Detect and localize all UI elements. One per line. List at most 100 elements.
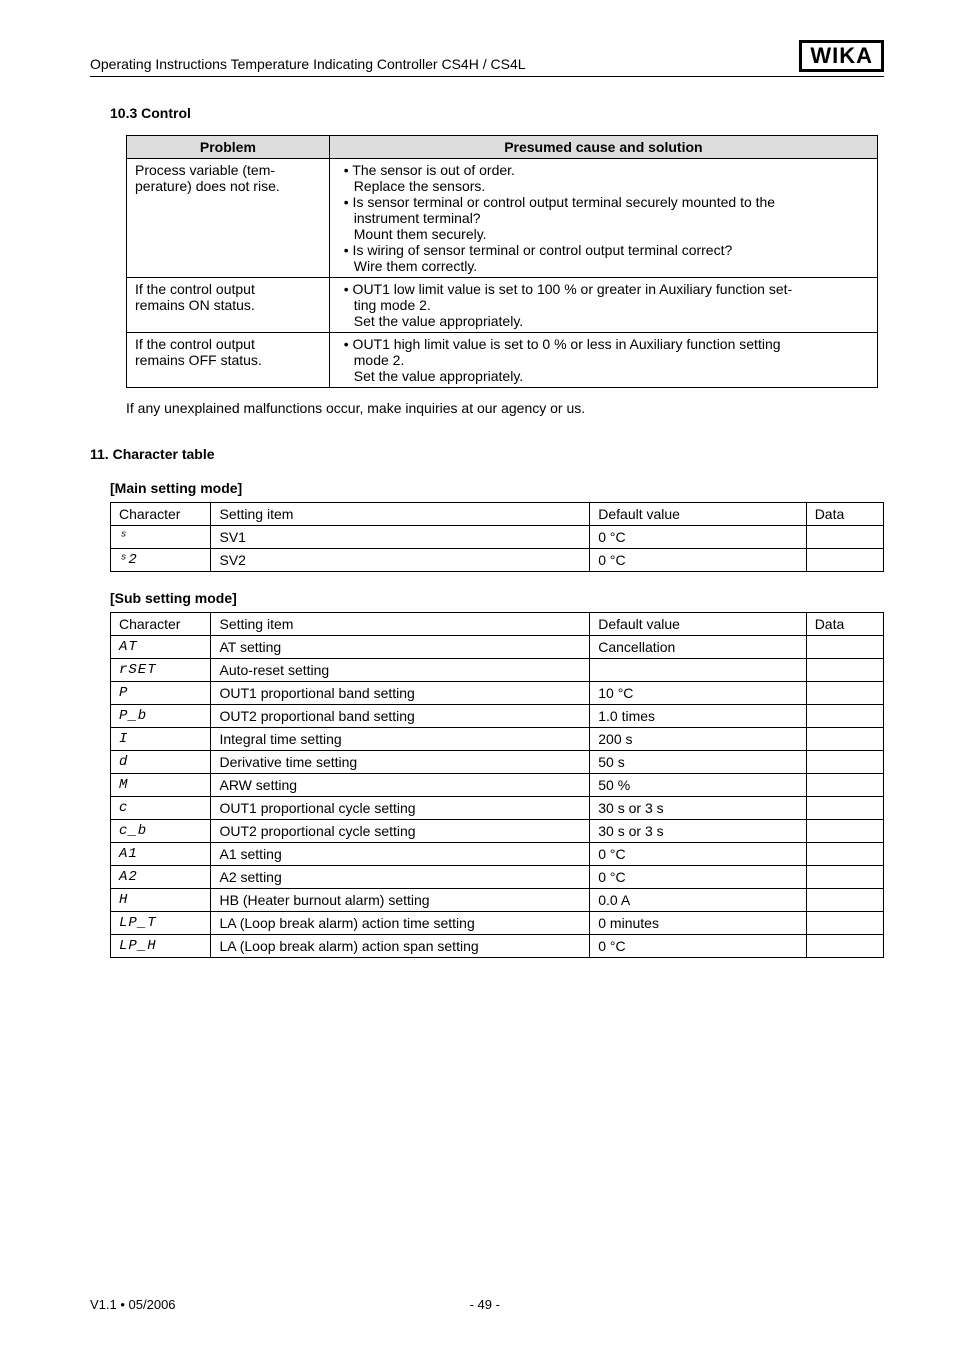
table-row: P_bOUT2 proportional band setting1.0 tim… (111, 705, 884, 728)
table-row: LP_TLA (Loop break alarm) action time se… (111, 912, 884, 935)
cell-setting: LA (Loop break alarm) action time settin… (211, 912, 590, 935)
table-row: HHB (Heater burnout alarm) setting0.0 A (111, 889, 884, 912)
th-data: Data (806, 503, 883, 526)
cell-setting: Derivative time setting (211, 751, 590, 774)
cell-char: AT (111, 636, 211, 659)
table-row: A2A2 setting0 °C (111, 866, 884, 889)
table-row: POUT1 proportional band setting10 °C (111, 682, 884, 705)
cell-data (806, 659, 883, 682)
cell-setting: ARW setting (211, 774, 590, 797)
control-heading: 10.3 Control (110, 105, 884, 121)
cell-data (806, 774, 883, 797)
cell-default: 0 °C (590, 935, 806, 958)
table-header-row: Character Setting item Default value Dat… (111, 613, 884, 636)
table-row: IIntegral time setting200 s (111, 728, 884, 751)
cell-data (806, 682, 883, 705)
table-row: rSETAuto-reset setting (111, 659, 884, 682)
th-setting: Setting item (211, 503, 590, 526)
cell-default: Cancellation (590, 636, 806, 659)
cell-default (590, 659, 806, 682)
header-title: Operating Instructions Temperature Indic… (90, 56, 526, 72)
page-footer: V1.1 • 05/2006 - 49 - (90, 1297, 884, 1312)
cell-default: 0.0 A (590, 889, 806, 912)
control-note: If any unexplained malfunctions occur, m… (126, 400, 878, 416)
cell-setting: Auto-reset setting (211, 659, 590, 682)
page-header: Operating Instructions Temperature Indic… (90, 40, 884, 77)
cell-data (806, 636, 883, 659)
th-default: Default value (590, 613, 806, 636)
cell-setting: LA (Loop break alarm) action span settin… (211, 935, 590, 958)
cell-setting: OUT1 proportional cycle setting (211, 797, 590, 820)
table-row: ATAT settingCancellation (111, 636, 884, 659)
th-cause: Presumed cause and solution (329, 136, 877, 159)
th-character: Character (111, 503, 211, 526)
cell-default: 30 s or 3 s (590, 797, 806, 820)
cell-setting: Integral time setting (211, 728, 590, 751)
cell-problem: Process variable (tem- perature) does no… (127, 159, 330, 278)
cell-data (806, 549, 883, 572)
cell-problem: If the control output remains ON status. (127, 278, 330, 333)
cell-cause: • The sensor is out of order. Replace th… (329, 159, 877, 278)
table-row: ˢ2 SV2 0 °C (111, 549, 884, 572)
footer-version: V1.1 • 05/2006 (90, 1297, 176, 1312)
sub-mode-table: Character Setting item Default value Dat… (110, 612, 884, 958)
footer-page: - 49 - (470, 1297, 500, 1312)
main-mode-table: Character Setting item Default value Dat… (110, 502, 884, 572)
cell-data (806, 912, 883, 935)
cell-default: 200 s (590, 728, 806, 751)
main-mode-heading: [Main setting mode] (110, 480, 884, 496)
table-row: cOUT1 proportional cycle setting30 s or … (111, 797, 884, 820)
cell-data (806, 843, 883, 866)
cell-setting: OUT2 proportional cycle setting (211, 820, 590, 843)
table-row: If the control output remains ON status.… (127, 278, 878, 333)
cell-char: ˢ (111, 526, 211, 549)
cell-default: 0 °C (590, 526, 806, 549)
cell-data (806, 705, 883, 728)
table-row: If the control output remains OFF status… (127, 333, 878, 388)
cell-setting: OUT1 proportional band setting (211, 682, 590, 705)
table-row: dDerivative time setting50 s (111, 751, 884, 774)
cell-char: d (111, 751, 211, 774)
table-row: Process variable (tem- perature) does no… (127, 159, 878, 278)
cell-char: A1 (111, 843, 211, 866)
cell-data (806, 728, 883, 751)
th-problem: Problem (127, 136, 330, 159)
cell-char: ˢ2 (111, 549, 211, 572)
cell-setting: AT setting (211, 636, 590, 659)
table-row: MARW setting50 % (111, 774, 884, 797)
cell-setting: HB (Heater burnout alarm) setting (211, 889, 590, 912)
cell-default: 50 % (590, 774, 806, 797)
wika-logo: WIKA (799, 40, 884, 72)
cell-char: rSET (111, 659, 211, 682)
cell-default: 0 minutes (590, 912, 806, 935)
cell-data (806, 935, 883, 958)
cell-char: c (111, 797, 211, 820)
table-header-row: Character Setting item Default value Dat… (111, 503, 884, 526)
table-row: LP_HLA (Loop break alarm) action span se… (111, 935, 884, 958)
cell-cause: • OUT1 high limit value is set to 0 % or… (329, 333, 877, 388)
control-table: Problem Presumed cause and solution Proc… (126, 135, 878, 388)
th-setting: Setting item (211, 613, 590, 636)
cell-data (806, 820, 883, 843)
cell-char: LP_T (111, 912, 211, 935)
cell-data (806, 866, 883, 889)
cell-char: H (111, 889, 211, 912)
cell-setting: A1 setting (211, 843, 590, 866)
table-row: c_bOUT2 proportional cycle setting30 s o… (111, 820, 884, 843)
cell-char: M (111, 774, 211, 797)
cell-char: P_b (111, 705, 211, 728)
cell-setting: SV2 (211, 549, 590, 572)
cell-cause: • OUT1 low limit value is set to 100 % o… (329, 278, 877, 333)
cell-problem: If the control output remains OFF status… (127, 333, 330, 388)
table-row: ˢ SV1 0 °C (111, 526, 884, 549)
cell-data (806, 797, 883, 820)
cell-default: 30 s or 3 s (590, 820, 806, 843)
th-data: Data (806, 613, 883, 636)
cell-setting: SV1 (211, 526, 590, 549)
cell-default: 10 °C (590, 682, 806, 705)
cell-default: 0 °C (590, 549, 806, 572)
char-table-heading: 11. Character table (90, 446, 884, 462)
cell-data (806, 751, 883, 774)
table-header-row: Problem Presumed cause and solution (127, 136, 878, 159)
cell-default: 0 °C (590, 866, 806, 889)
